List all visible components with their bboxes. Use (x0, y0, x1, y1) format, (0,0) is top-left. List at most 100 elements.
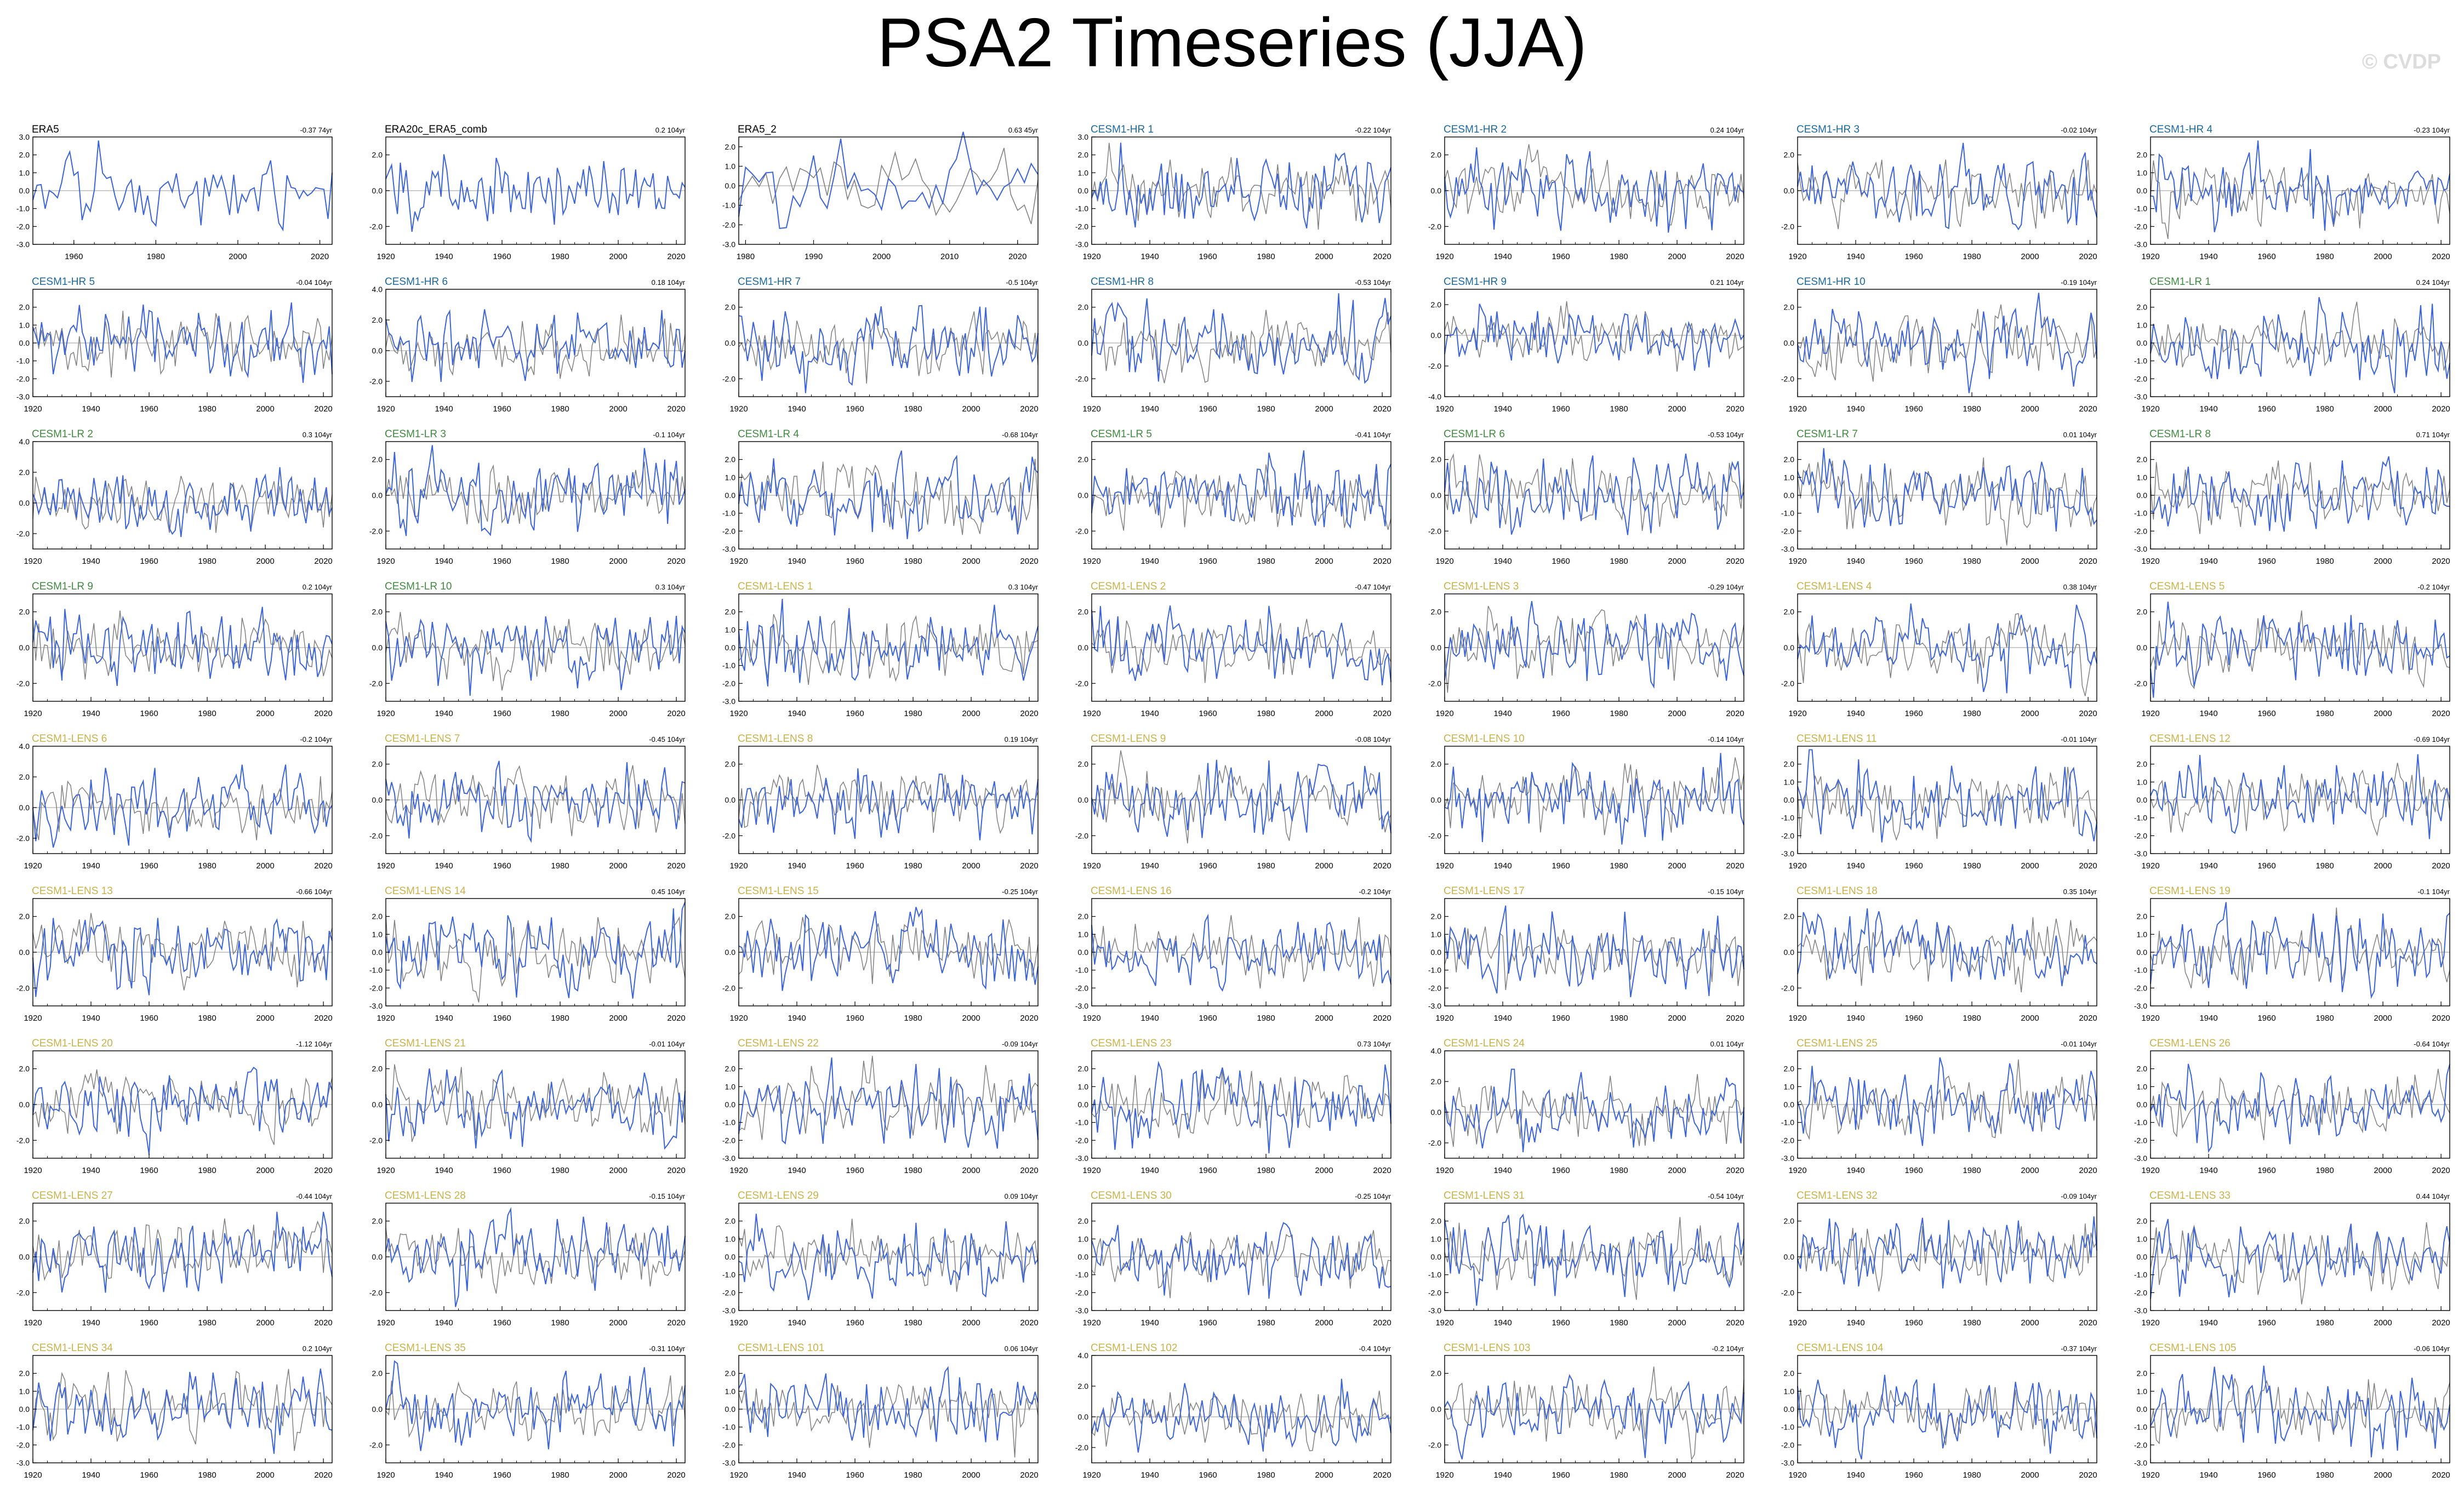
x-tick-label: 1960 (1199, 1166, 1217, 1175)
x-tick-label: 1940 (1140, 252, 1159, 261)
x-tick-label: 1980 (1257, 557, 1275, 566)
y-tick-label: 0.0 (372, 1252, 383, 1261)
y-tick-label: 0.0 (725, 796, 736, 804)
y-tick-label: 4.0 (19, 742, 30, 751)
y-tick-label: -2.0 (2134, 1136, 2147, 1145)
model-series-line (1444, 453, 1744, 535)
panel-26: CESM1-LENS 3 -0.29 104yr 2.0 0.0 -2.0 1920 194… (1428, 581, 1744, 718)
y-tick-label: 1.0 (1078, 930, 1089, 939)
y-tick-label: 0.0 (1078, 339, 1089, 347)
x-tick-label: 1960 (140, 1166, 158, 1175)
y-tick-label: 1.0 (2137, 168, 2148, 177)
x-tick-label: 1980 (198, 1166, 216, 1175)
y-tick-label: 2.0 (725, 912, 736, 921)
y-tick-label: -1.0 (2134, 357, 2147, 365)
x-tick-label: 1920 (2141, 557, 2159, 566)
y-tick-label: 0.0 (2137, 948, 2148, 957)
x-tick-label: 2020 (1726, 1318, 1744, 1328)
model-series-line (2150, 140, 2450, 232)
y-tick-label: 2.0 (725, 608, 736, 616)
y-tick-label: 2.0 (19, 303, 30, 312)
y-tick-label: -2.0 (1781, 222, 1794, 231)
y-tick-label: -1.0 (2134, 966, 2147, 975)
panel-53: CESM1-LENS 30 -0.25 104yr 2.0 1.0 0.0 -1.0 -2.… (1075, 1190, 1391, 1328)
y-tick-label: 0.0 (1431, 331, 1442, 340)
y-tick-label: -2.0 (2134, 374, 2147, 383)
panel-title: CESM1-LENS 34 (32, 1342, 113, 1354)
x-tick-label: 2000 (962, 1166, 980, 1175)
panel-trend: -0.1 104yr (2417, 888, 2450, 896)
y-tick-label: -2.0 (2134, 983, 2147, 992)
x-tick-label: 2000 (1315, 1166, 1333, 1175)
x-tick-label: 1960 (1199, 252, 1217, 261)
x-tick-label: 1920 (377, 1471, 395, 1480)
x-tick-label: 2000 (609, 404, 627, 414)
y-tick-label: -1.0 (1428, 966, 1441, 975)
x-tick-label: 1940 (1140, 1166, 1159, 1175)
x-tick-label: 1940 (1140, 861, 1159, 871)
y-tick-label: -2.0 (2134, 679, 2147, 688)
y-tick-label: -2.0 (1428, 1288, 1441, 1297)
panel-title: CESM1-LENS 29 (738, 1190, 819, 1202)
y-tick-label: -2.0 (1781, 374, 1794, 383)
y-tick-label: 0.0 (19, 1405, 30, 1414)
panel-title: CESM1-LENS 25 (1796, 1038, 1878, 1049)
x-tick-label: 1920 (1082, 404, 1100, 414)
x-tick-label: 1940 (82, 709, 100, 718)
x-tick-label: 1960 (2257, 1166, 2275, 1175)
panel-31: CESM1-LENS 8 0.19 104yr 2.0 0.0 -2.0 1920 1940… (722, 733, 1039, 871)
panel-52: CESM1-LENS 29 0.09 104yr 2.0 1.0 0.0 -1.0 -2.0… (722, 1190, 1039, 1328)
y-tick-label: 2.0 (1078, 455, 1089, 464)
model-series-line (385, 1360, 686, 1451)
y-tick-label: 0.0 (725, 1252, 736, 1261)
x-tick-label: 1920 (2141, 1318, 2159, 1328)
x-tick-label: 1940 (788, 709, 806, 718)
x-tick-label: 1960 (1552, 252, 1570, 261)
model-series-line (2150, 602, 2450, 698)
panel-title: CESM1-LENS 21 (385, 1038, 466, 1049)
x-tick-label: 2000 (962, 709, 980, 718)
y-tick-label: 2.0 (1078, 1382, 1089, 1391)
x-tick-label: 1940 (1846, 1166, 1864, 1175)
obs-series-line (1797, 159, 2097, 230)
panel-title: CESM1-LENS 105 (2149, 1342, 2236, 1354)
obs-series-line (2150, 160, 2450, 239)
y-tick-label: -2.0 (1428, 362, 1441, 370)
y-tick-label: 1.0 (1078, 1234, 1089, 1243)
x-tick-label: 1980 (1257, 404, 1275, 414)
obs-series-line (32, 1369, 333, 1451)
x-tick-label: 1960 (493, 252, 511, 261)
x-tick-label: 1940 (2199, 709, 2217, 718)
panel-16: CESM1-LR 3 -0.1 104yr 2.0 0.0 -2.0 1920 1940 19… (369, 428, 686, 566)
model-series-line (385, 309, 686, 382)
x-tick-label: 2020 (1020, 1318, 1038, 1328)
model-series-line (32, 607, 333, 686)
panel-title: CESM1-LENS 28 (385, 1190, 466, 1202)
x-tick-label: 1940 (435, 709, 453, 718)
panel-trend: 0.24 104yr (2416, 278, 2450, 287)
y-tick-label: 1.0 (19, 168, 30, 177)
panel-title: CESM1-LENS 15 (738, 885, 819, 897)
y-tick-label: -2.0 (722, 374, 735, 383)
y-tick-label: 0.0 (1784, 948, 1795, 957)
x-tick-label: 1960 (846, 861, 864, 871)
x-tick-label: 1940 (788, 557, 806, 566)
y-tick-label: -1.0 (722, 661, 735, 670)
x-tick-label: 2000 (1315, 861, 1333, 871)
y-tick-label: 2.0 (19, 1369, 30, 1378)
model-series-line (2150, 1063, 2450, 1153)
x-tick-label: 1940 (1493, 1166, 1512, 1175)
x-tick-label: 2020 (667, 557, 685, 566)
x-tick-label: 1940 (2199, 861, 2217, 871)
panel-trend: -0.25 104yr (1002, 888, 1038, 896)
panel-title: CESM1-LENS 4 (1796, 581, 1872, 592)
x-tick-label: 2000 (256, 861, 274, 871)
x-tick-label: 1960 (1904, 404, 1923, 414)
panel-trend: 0.06 104yr (1005, 1344, 1039, 1353)
x-tick-label: 2020 (2432, 709, 2450, 718)
panel-trend: -0.01 104yr (649, 1040, 685, 1048)
panel-title: CESM1-LENS 2 (1091, 581, 1166, 592)
panel-11: CESM1-HR 8 -0.53 104yr 2.0 0.0 -2.0 1920 1940 1… (1075, 276, 1391, 414)
panel-title: CESM1-LENS 14 (385, 885, 466, 897)
y-tick-label: 2.0 (372, 1065, 383, 1073)
